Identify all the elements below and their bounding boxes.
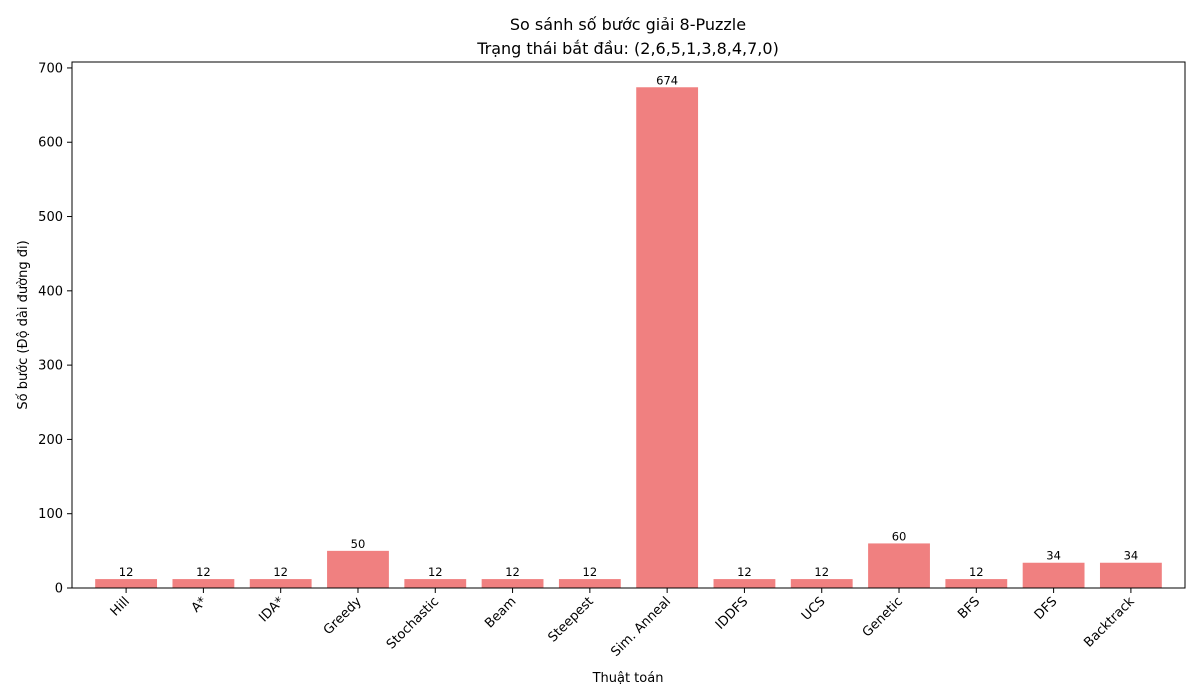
- bar: [172, 579, 235, 588]
- bar: [95, 579, 158, 588]
- bar-value-label: 34: [1124, 549, 1139, 563]
- y-tick-label: 200: [38, 433, 63, 448]
- bar-value-label: 12: [737, 565, 752, 579]
- x-tick-label: Backtrack: [1081, 594, 1138, 651]
- bar-value-label: 12: [814, 565, 829, 579]
- y-tick-label: 100: [38, 507, 63, 522]
- x-tick-label: UCS: [799, 594, 829, 624]
- plot-area: 12 12 12 50 12 12 12 674 12 12 60 12 34 34 0 100 200 300 4…: [38, 61, 1186, 660]
- bar: [481, 579, 544, 588]
- bar: [1099, 562, 1162, 588]
- bar-value-label: 12: [969, 565, 984, 579]
- y-tick-label: 500: [38, 210, 63, 225]
- bar: [636, 87, 699, 588]
- bar-value-label: 12: [583, 565, 598, 579]
- x-tick-label: IDA*: [256, 594, 287, 625]
- y-tick-label: 400: [38, 284, 63, 299]
- x-tick-label: Stochastic: [384, 594, 442, 652]
- bar: [1022, 562, 1085, 588]
- bar-value-label: 50: [351, 537, 366, 551]
- bar: [249, 579, 312, 588]
- bar: [790, 579, 853, 588]
- y-tick-label: 700: [38, 61, 63, 76]
- x-axis-label: Thuật toán: [592, 671, 664, 686]
- bar: [713, 579, 776, 588]
- y-tick-label: 300: [38, 359, 63, 374]
- axes-frame: [71, 61, 1186, 589]
- bar-value-label: 60: [892, 529, 907, 543]
- bar-value-label: 12: [119, 565, 134, 579]
- x-tick-label: BFS: [955, 594, 983, 622]
- x-tick-label: Genetic: [860, 594, 906, 640]
- x-tick-label: Hill: [108, 594, 133, 619]
- bar: [558, 579, 621, 588]
- x-tick-label: Steepest: [545, 594, 596, 645]
- bar: [868, 543, 930, 588]
- chart-title: So sánh số bước giải 8-Puzzle: [510, 15, 746, 34]
- bar-value-label: 12: [428, 565, 443, 579]
- bar-value-label: 12: [505, 565, 520, 579]
- bar-value-label: 674: [656, 73, 678, 87]
- x-tick-label: Greedy: [321, 594, 365, 638]
- bar: [945, 579, 1008, 588]
- bar-value-label: 12: [273, 565, 288, 579]
- y-tick-label: 0: [55, 582, 63, 597]
- x-tick-label: Beam: [482, 594, 519, 631]
- y-tick-label: 600: [38, 136, 63, 151]
- bar: [404, 579, 467, 588]
- y-axis-label: Số bước (Độ dài đường đi): [16, 240, 31, 409]
- x-tick-label: Sim. Anneal: [608, 594, 674, 660]
- chart-subtitle: Trạng thái bắt đầu: (2,6,5,1,3,8,4,7,0): [476, 39, 779, 58]
- x-tick-label: DFS: [1032, 594, 1061, 623]
- bar: [327, 550, 389, 588]
- x-tick-label: A*: [189, 594, 211, 616]
- bar-value-label: 12: [196, 565, 211, 579]
- x-tick-label: IDDFS: [713, 594, 751, 632]
- bar-value-label: 34: [1046, 549, 1061, 563]
